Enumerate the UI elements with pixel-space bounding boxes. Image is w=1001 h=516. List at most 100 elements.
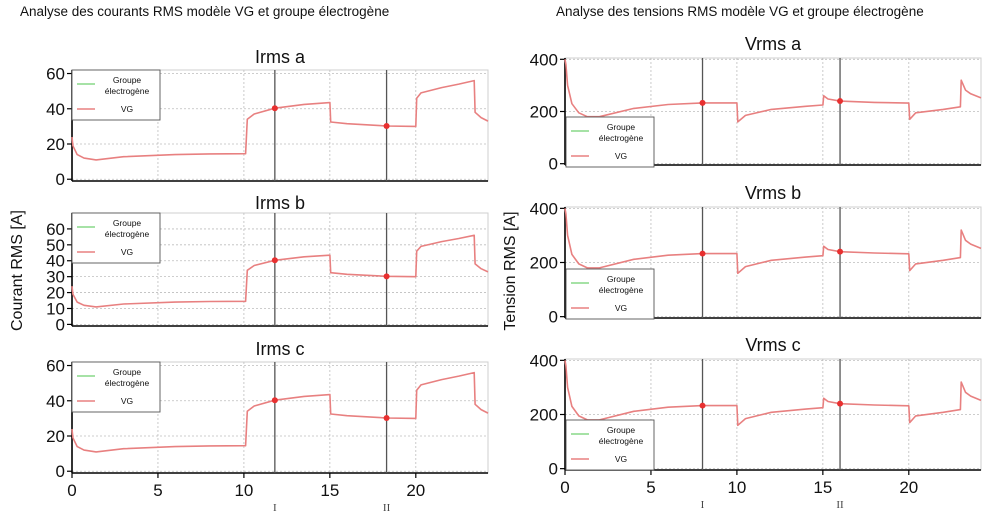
legend-box <box>71 69 161 121</box>
legend-label-groupe-line2: électrogène <box>105 86 150 96</box>
subplot-title: Vrms b <box>745 183 801 203</box>
y-tick-label: 0 <box>56 462 65 481</box>
y-tick-label: 0 <box>549 308 558 327</box>
y-tick-label: 20 <box>46 135 65 154</box>
y-tick-label: 40 <box>46 100 65 119</box>
subplot-title: Irms c <box>256 339 305 359</box>
y-tick-label: 60 <box>46 357 65 376</box>
highlight-point <box>271 397 278 404</box>
y-tick-label: 200 <box>530 254 558 273</box>
y-tick-label: 30 <box>46 268 65 287</box>
y-tick-label: 20 <box>46 427 65 446</box>
x-tick-label: 10 <box>727 478 746 497</box>
series-line-vg <box>71 371 489 453</box>
legend-label-groupe-line2: électrogène <box>599 436 644 446</box>
series-line-vg <box>71 79 489 161</box>
left-figure-title: Analyse des courants RMS modèle VG et gr… <box>20 4 390 19</box>
legend-box <box>565 419 655 471</box>
x-tick-label: 15 <box>813 478 832 497</box>
y-tick-label: 20 <box>46 284 65 303</box>
highlight-point <box>271 257 278 264</box>
legend-label-groupe: Groupe <box>607 274 636 284</box>
legend-label-groupe: Groupe <box>113 75 142 85</box>
highlight-point <box>271 105 278 112</box>
y-tick-label: 200 <box>530 103 558 122</box>
legend-label-vg: VG <box>121 396 133 406</box>
subplot-title: Vrms c <box>745 335 800 355</box>
highlight-point <box>699 99 706 106</box>
series-line-vg <box>564 208 982 275</box>
highlight-point <box>699 402 706 409</box>
highlight-point <box>837 248 844 255</box>
x-tick-label: 0 <box>560 478 569 497</box>
series-line-vg <box>71 234 489 308</box>
x-tick-label: 20 <box>406 481 425 500</box>
y-tick-label: 50 <box>46 236 65 255</box>
highlight-point <box>383 123 390 130</box>
y-tick-label: 0 <box>56 315 65 334</box>
y-tick-label: 0 <box>549 460 558 479</box>
x-tick-label: 0 <box>67 481 76 500</box>
y-tick-label: 400 <box>530 199 558 218</box>
x-tick-label: 20 <box>899 478 918 497</box>
legend-label-groupe-line2: électrogène <box>105 229 150 239</box>
legend-label-groupe: Groupe <box>607 122 636 132</box>
highlight-point <box>837 400 844 407</box>
legend-label-groupe: Groupe <box>113 367 142 377</box>
legend-label-vg: VG <box>615 454 627 464</box>
highlight-point <box>383 273 390 280</box>
subplot-title: Irms b <box>255 193 305 213</box>
legend-box <box>565 116 655 168</box>
event-marker-label: I <box>701 499 705 511</box>
y-tick-label: 200 <box>530 406 558 425</box>
event-marker-label: I <box>273 502 277 514</box>
highlight-point <box>383 415 390 422</box>
event-marker-label: II <box>383 502 391 514</box>
event-marker-label: II <box>836 499 844 511</box>
x-tick-label: 5 <box>646 478 655 497</box>
subplot-title: Irms a <box>255 47 306 67</box>
x-tick-label: 15 <box>320 481 339 500</box>
series-line-vg <box>564 59 982 123</box>
highlight-point <box>699 250 706 257</box>
x-tick-label: 5 <box>153 481 162 500</box>
legend-box <box>71 361 161 413</box>
y-tick-label: 60 <box>46 65 65 84</box>
highlight-point <box>837 98 844 105</box>
y-tick-label: 60 <box>46 220 65 239</box>
legend-label-groupe: Groupe <box>607 425 636 435</box>
legend-label-vg: VG <box>121 247 133 257</box>
legend-label-vg: VG <box>615 151 627 161</box>
y-tick-label: 40 <box>46 252 65 271</box>
y-tick-label: 400 <box>530 50 558 69</box>
legend-box <box>565 268 655 320</box>
legend-label-groupe-line2: électrogène <box>599 285 644 295</box>
y-tick-label: 10 <box>46 299 65 318</box>
right-figure-title: Analyse des tensions RMS modèle VG et gr… <box>556 4 924 19</box>
y-tick-label: 400 <box>530 351 558 370</box>
legend-label-groupe-line2: électrogène <box>599 133 644 143</box>
legend-box <box>71 212 161 264</box>
legend-label-vg: VG <box>121 104 133 114</box>
y-tick-label: 40 <box>46 392 65 411</box>
legend-label-vg: VG <box>615 303 627 313</box>
legend-label-groupe: Groupe <box>113 218 142 228</box>
subplot-title: Vrms a <box>745 34 802 54</box>
y-tick-label: 0 <box>549 155 558 174</box>
y-tick-label: 0 <box>56 170 65 189</box>
legend-label-groupe-line2: électrogène <box>105 378 150 388</box>
series-line-vg <box>564 360 982 427</box>
